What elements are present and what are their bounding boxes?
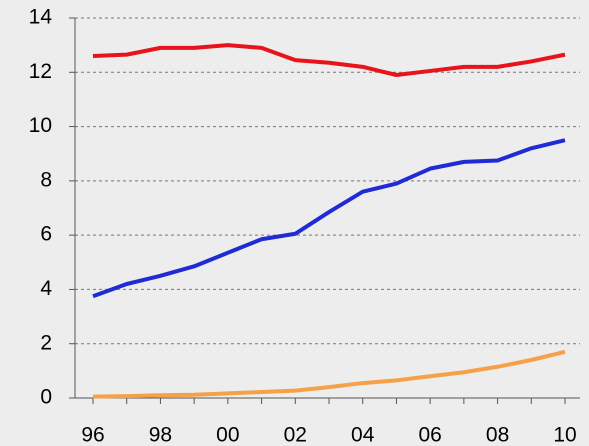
y-tick-label: 8 <box>40 168 52 191</box>
x-tick-label: 96 <box>81 424 104 446</box>
x-tick-label: 06 <box>418 424 441 446</box>
y-tick-label: 4 <box>40 277 52 300</box>
line <box>92 138 566 299</box>
y-tick-label: 14 <box>29 6 53 29</box>
x-tick-label: 08 <box>486 424 509 446</box>
y-tick-label: 12 <box>29 60 52 83</box>
y-tick-label: 0 <box>40 386 52 409</box>
x-tick-label: 10 <box>553 424 576 446</box>
y-tick-label: 2 <box>40 331 52 354</box>
y-tick-label: 10 <box>29 114 52 137</box>
line <box>92 43 566 77</box>
line <box>92 349 566 399</box>
x-tick-label: 98 <box>149 424 172 446</box>
x-tick-label: 00 <box>216 424 239 446</box>
y-tick-label: 6 <box>40 223 52 246</box>
x-tick-label: 04 <box>351 424 375 446</box>
x-tick-label: 02 <box>284 424 307 446</box>
